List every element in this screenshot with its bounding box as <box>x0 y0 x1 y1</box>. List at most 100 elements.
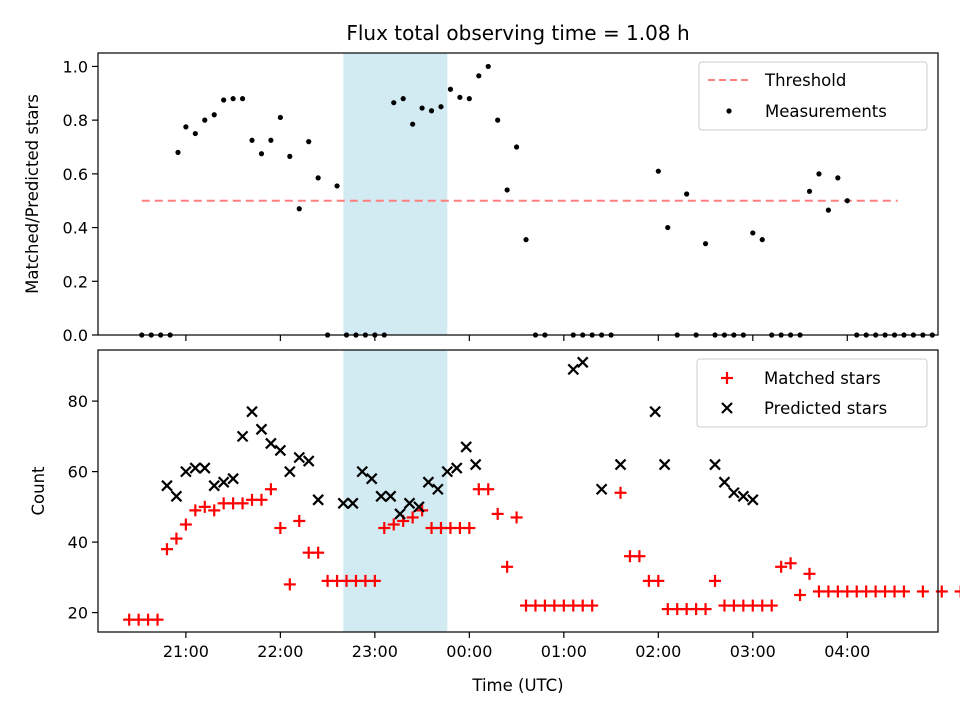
matched-stars-points <box>123 483 960 626</box>
measurement-point <box>495 117 501 123</box>
count-x-tick-label: 23:00 <box>352 642 398 661</box>
predicted-star-point <box>649 405 661 418</box>
count-shaded-span <box>343 350 448 632</box>
predicted-star-point <box>302 455 315 467</box>
ratio-legend-box <box>698 61 928 131</box>
matched-star-point <box>179 518 192 531</box>
matched-star-point <box>794 588 807 601</box>
ratio-panel: 0.0 0.2 0.4 0.6 0.8 1.0 Matched/Predicted sta… <box>23 52 939 345</box>
count-x-tick-label: 21:00 <box>163 642 209 661</box>
predicted-star-point <box>189 462 202 474</box>
legend-measurement-swatch <box>726 108 732 114</box>
measurement-point <box>476 73 482 79</box>
measurement-point <box>457 94 463 100</box>
legend-predicted-label: Predicted stars <box>764 399 887 418</box>
ratio-x-ticks <box>185 335 848 341</box>
predicted-star-point <box>375 490 387 503</box>
count-x-tick-label: 03:00 <box>730 642 776 661</box>
matched-star-point <box>586 599 599 612</box>
measurement-point <box>192 130 198 137</box>
measurement-point <box>523 237 529 243</box>
ratio-y-tick-label: 0.8 <box>63 111 88 130</box>
measurement-point <box>428 108 435 114</box>
predicted-star-point <box>737 490 750 503</box>
measurement-point <box>277 114 283 121</box>
count-y-tick-label: 80 <box>68 392 88 411</box>
matched-star-point <box>784 557 797 570</box>
predicted-star-point <box>614 458 627 471</box>
matched-star-point <box>775 560 788 573</box>
matched-star-point <box>463 522 476 535</box>
count-legend: Matched stars Predicted stars <box>696 358 928 428</box>
predicted-star-point <box>293 451 306 464</box>
measurement-point <box>485 63 491 70</box>
count-x-tick-label: 22:00 <box>257 642 303 661</box>
x-axis-label: Time (UTC) <box>471 676 563 695</box>
matched-star-point <box>491 507 504 520</box>
ratio-y-ticks: 0.0 0.2 0.4 0.6 0.8 1.0 <box>63 57 98 345</box>
measurement-point <box>221 97 227 103</box>
count-x-ticks: 21:00 22:00 23:00 00:00 01:00 02:00 03:00 04:00 <box>163 632 870 661</box>
measurement-point <box>410 121 416 127</box>
matched-star-point <box>236 497 249 510</box>
predicted-star-point <box>450 462 463 474</box>
matched-star-point <box>274 522 287 535</box>
matched-star-point <box>897 585 910 598</box>
count-y-tick-label: 20 <box>68 604 88 623</box>
predicted-star-point <box>356 465 369 478</box>
ratio-y-tick-label: 0.2 <box>63 272 88 291</box>
matched-star-point <box>189 504 202 517</box>
count-shaded-span-rect <box>343 350 448 632</box>
matched-star-point <box>151 613 164 626</box>
measurement-point <box>759 237 765 243</box>
measurement-point <box>466 96 472 102</box>
predicted-star-point <box>208 479 220 492</box>
measurement-point <box>306 139 312 145</box>
measurement-point <box>183 124 189 130</box>
measurement-point <box>655 168 661 174</box>
measurement-point <box>230 96 236 102</box>
measurement-point <box>806 188 813 194</box>
measurement-point <box>268 137 274 143</box>
ratio-shaded-span <box>343 53 448 335</box>
measurement-point <box>239 96 246 102</box>
predicted-star-point <box>265 437 277 450</box>
measurement-point <box>400 96 406 102</box>
ratio-shaded-span-rect <box>343 53 448 335</box>
measurement-point <box>844 198 850 204</box>
measurement-point <box>513 144 520 150</box>
matched-star-point <box>264 483 277 496</box>
matched-star-point <box>293 514 306 527</box>
predicted-stars-points <box>161 356 759 520</box>
predicted-star-point <box>403 497 416 510</box>
measurement-point <box>211 112 217 118</box>
matched-star-point <box>803 567 816 580</box>
matched-star-point <box>501 560 514 573</box>
count-x-tick-label: 01:00 <box>541 642 587 661</box>
ratio-legend: Threshold Measurements <box>698 61 928 131</box>
predicted-star-point <box>728 486 740 499</box>
predicted-star-point <box>274 444 287 457</box>
measurement-point <box>296 206 302 212</box>
matched-star-point <box>916 585 929 598</box>
measurement-point <box>835 175 841 181</box>
measurement-point <box>391 100 397 106</box>
measurement-point <box>816 171 822 177</box>
measurement-point <box>438 104 444 110</box>
count-x-tick-label: 04:00 <box>824 642 870 661</box>
matched-star-point <box>170 532 183 545</box>
predicted-star-point <box>246 405 258 418</box>
count-y-tick-label: 60 <box>68 463 88 482</box>
count-y-axis-label: Count <box>29 466 48 516</box>
measurement-point <box>315 175 321 181</box>
predicted-star-point <box>709 458 721 471</box>
count-y-ticks: 20 40 60 80 <box>68 392 98 623</box>
measurement-point <box>202 117 208 123</box>
matched-star-point <box>312 546 325 559</box>
measurement-point <box>249 137 255 143</box>
count-legend-box <box>696 358 928 428</box>
predicted-star-point <box>227 472 239 485</box>
predicted-star-point <box>432 483 444 496</box>
